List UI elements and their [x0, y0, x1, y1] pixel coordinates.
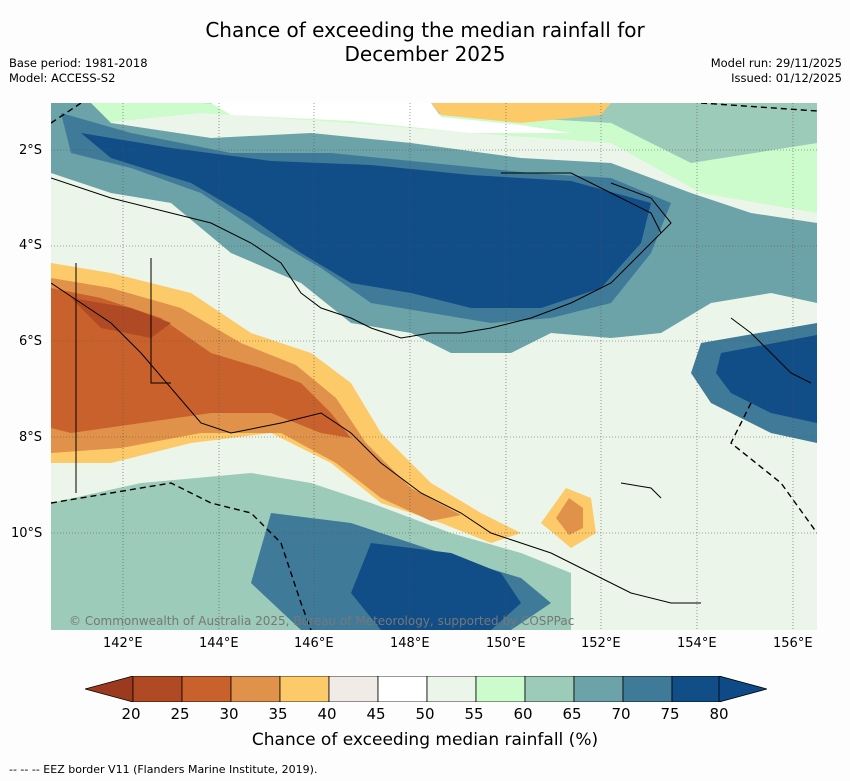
- meta-left: Base period: 1981-2018 Model: ACCESS-S2: [9, 56, 148, 86]
- issued-date: Issued: 01/12/2025: [731, 71, 842, 85]
- colorbar-tick: 60: [513, 705, 533, 723]
- colorbar-tick: 65: [562, 705, 582, 723]
- title-line-1: Chance of exceeding the median rainfall …: [205, 18, 645, 42]
- lon-label-148e: 148°E: [390, 636, 430, 651]
- chart-title: Chance of exceeding the median rainfall …: [0, 18, 850, 66]
- eez-legend: -- -- -- EEZ border V11 (Flanders Marine…: [9, 763, 318, 776]
- lon-label-150e: 150°E: [486, 636, 526, 651]
- colorbar-cell: [524, 676, 575, 702]
- copyright-notice: © Commonwealth of Australia 2025, Bureau…: [69, 614, 575, 628]
- lat-label-2s: 2°S: [19, 143, 43, 158]
- region-80-east: [716, 335, 817, 423]
- lon-label-146e: 146°E: [294, 636, 334, 651]
- model-name: Model: ACCESS-S2: [9, 71, 116, 85]
- colorbar-cells: [132, 676, 722, 702]
- region-80: [81, 133, 651, 308]
- colorbar-tick: 25: [170, 705, 190, 723]
- title-line-2: December 2025: [344, 42, 506, 66]
- base-period: Base period: 1981-2018: [9, 56, 148, 70]
- colorbar-tick: 75: [660, 705, 680, 723]
- colorbar-low-arrow: [85, 676, 134, 702]
- model-run: Model run: 29/11/2025: [710, 56, 842, 70]
- lon-label-152e: 152°E: [581, 636, 621, 651]
- colorbar-cell: [132, 676, 183, 702]
- region-70-north: [51, 103, 817, 163]
- rainfall-map[interactable]: © Commonwealth of Australia 2025, Bureau…: [51, 103, 817, 630]
- region-20: [71, 298, 171, 338]
- map-canvas: [51, 103, 817, 630]
- region-80-south: [351, 543, 521, 630]
- colorbar-cell: [671, 676, 722, 702]
- colorbar-cell: [377, 676, 428, 702]
- colorbar-cell: [230, 676, 281, 702]
- colorbar-tick: 55: [464, 705, 484, 723]
- colorbar-cell: [573, 676, 624, 702]
- meta-right: Model run: 29/11/2025 Issued: 01/12/2025: [711, 56, 842, 86]
- lat-label-6s: 6°S: [19, 334, 43, 349]
- colorbar-tick: 40: [317, 705, 337, 723]
- colorbar-tick: 30: [219, 705, 239, 723]
- region-65: [51, 103, 817, 213]
- colorbar-tick: 35: [268, 705, 288, 723]
- eez-borders: [51, 103, 817, 630]
- lon-label-154e: 154°E: [677, 636, 717, 651]
- colorbar-high-arrow: [718, 676, 767, 702]
- coastlines: [51, 172, 812, 604]
- lat-label-10s: 10°S: [11, 526, 43, 541]
- colorbar-tick: 50: [415, 705, 435, 723]
- colorbar-tick: 45: [366, 705, 386, 723]
- colorbar-cell: [328, 676, 379, 702]
- colorbar: [85, 676, 767, 702]
- region-35-north: [431, 103, 611, 123]
- colorbar-cell: [475, 676, 526, 702]
- colorbar-label: Chance of exceeding median rainfall (%): [251, 730, 599, 750]
- colorbar-tick: 20: [121, 705, 141, 723]
- region-50-north: [211, 103, 571, 133]
- colorbar-tick: 70: [611, 705, 631, 723]
- colorbar-cell: [622, 676, 673, 702]
- colorbar-cell: [426, 676, 477, 702]
- lat-label-4s: 4°S: [19, 238, 43, 253]
- colorbar-cell: [181, 676, 232, 702]
- region-30-east: [556, 498, 583, 535]
- graticule: [51, 103, 817, 630]
- lon-label-142e: 142°E: [103, 636, 143, 651]
- lat-label-8s: 8°S: [19, 430, 43, 445]
- lon-label-144e: 144°E: [199, 636, 239, 651]
- colorbar-tick: 80: [709, 705, 729, 723]
- lon-label-156e: 156°E: [773, 636, 813, 651]
- colorbar-cell: [279, 676, 330, 702]
